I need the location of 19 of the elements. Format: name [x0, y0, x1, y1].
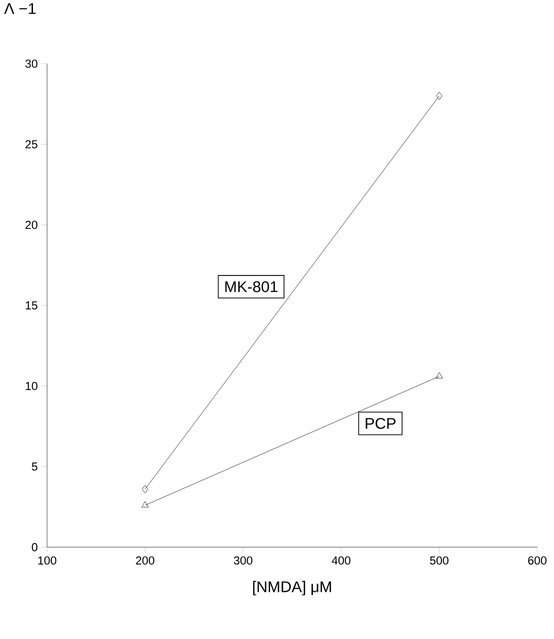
series-label: MK-801 — [225, 281, 278, 292]
x-axis-title: [NMDA] μM — [253, 580, 331, 596]
y-tick-label: 30 — [25, 60, 38, 68]
y-tick-label: 25 — [26, 140, 38, 148]
series-label: PCP — [366, 418, 396, 429]
y-tick-label: 20 — [26, 220, 38, 229]
y-tick-label: 10 — [26, 382, 38, 390]
x-tick-label: 300 — [234, 556, 252, 565]
x-tick-label: 400 — [332, 556, 350, 565]
y-tick-label: 5 — [32, 462, 38, 471]
y-tick-label: 0 — [32, 543, 38, 552]
x-tick-label: 200 — [136, 556, 154, 565]
x-tick-label: 100 — [38, 556, 56, 565]
x-tick-label: 500 — [430, 556, 448, 565]
point — [142, 485, 148, 494]
y-axis-title: Λ −1 — [4, 3, 36, 14]
point — [436, 92, 442, 100]
x-tick-label: 600 — [528, 556, 546, 565]
y-tick-label: 15 — [26, 301, 38, 310]
